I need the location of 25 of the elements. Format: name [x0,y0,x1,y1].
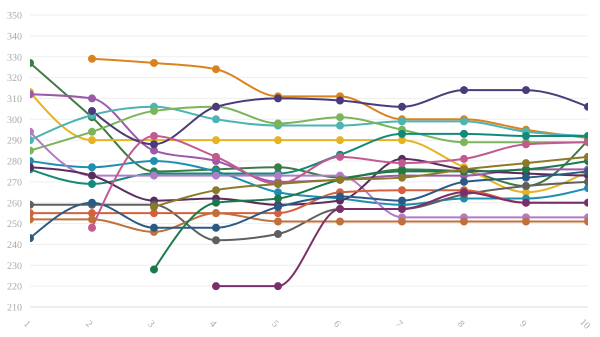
y-tick-label: 270 [7,177,22,188]
y-tick-label: 300 [7,114,22,126]
x-tick-label: 8 [455,318,466,330]
x-tick-label: 9 [517,318,528,330]
y-tick-label: 350 [7,10,22,22]
y-tick-label: 280 [7,156,22,168]
x-tick-label: 5 [269,318,280,330]
y-tick-label: 230 [7,260,22,272]
y-tick-label: 320 [7,73,22,84]
x-tick-label: 2 [83,318,94,330]
y-tick-label: 220 [7,282,22,293]
x-tick-label: 3 [145,318,156,330]
y-tick-label: 260 [7,198,22,210]
y-tick-label: 340 [7,31,22,42]
x-tick-label: 1 [21,318,32,330]
y-tick-label: 310 [7,94,22,105]
y-tick-label: 250 [7,219,22,230]
x-tick-label: 4 [207,318,218,330]
y-tick-label: 290 [7,136,22,147]
y-tick-label: 210 [7,302,22,314]
x-tick-label: 6 [331,318,342,330]
y-tick-label: 240 [7,240,22,251]
x-tick-label: 7 [393,318,404,330]
x-tick-label: 10 [577,316,592,332]
y-tick-label: 330 [7,52,22,64]
